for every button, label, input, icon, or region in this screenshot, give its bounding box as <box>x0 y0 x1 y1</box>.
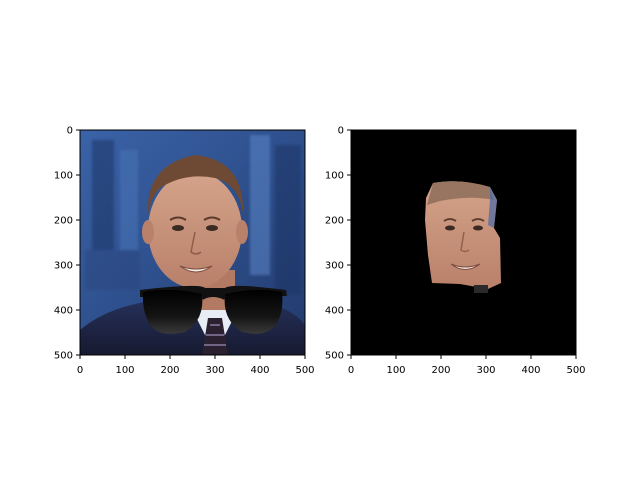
right-x-tick-label: 100 <box>386 365 405 376</box>
right-axes-frame <box>350 129 577 356</box>
sunglasses-overlay <box>140 285 287 334</box>
left-image <box>80 130 305 355</box>
left-y-tick-label: 500 <box>54 351 73 362</box>
left-y-tick-label: 100 <box>54 171 73 182</box>
right-y-tick-label: 200 <box>325 216 344 227</box>
right-x-tick-label: 200 <box>431 365 450 376</box>
right-image <box>351 130 576 355</box>
right-y-tick-label: 100 <box>325 171 344 182</box>
left-x-tick-label: 100 <box>115 365 134 376</box>
left-x-tick-label: 400 <box>250 365 269 376</box>
right-y-tick-label: 500 <box>325 351 344 362</box>
right-y-tick-label: 300 <box>325 261 344 272</box>
right-x-tick-label: 500 <box>566 365 585 376</box>
right-x-tick-label: 0 <box>348 365 354 376</box>
left-y-tick-label: 0 <box>67 126 73 137</box>
right-x-tick-label: 300 <box>476 365 495 376</box>
right-y-tick-label: 0 <box>338 126 344 137</box>
left-x-tick-label: 200 <box>160 365 179 376</box>
left-axes-ticks: 0 100 200 300 400 500 0 100 200 300 400 500 <box>54 126 315 377</box>
left-x-tick-label: 500 <box>295 365 314 376</box>
right-x-tick-label: 400 <box>521 365 540 376</box>
left-y-tick-label: 300 <box>54 261 73 272</box>
left-x-tick-label: 0 <box>77 365 83 376</box>
left-x-tick-label: 300 <box>205 365 224 376</box>
left-axes-frame <box>79 129 306 356</box>
right-y-tick-label: 400 <box>325 306 344 317</box>
right-axes-ticks: 0 100 200 300 400 500 0 100 200 300 400 500 <box>325 126 586 377</box>
left-y-tick-label: 200 <box>54 216 73 227</box>
left-y-tick-label: 400 <box>54 306 73 317</box>
